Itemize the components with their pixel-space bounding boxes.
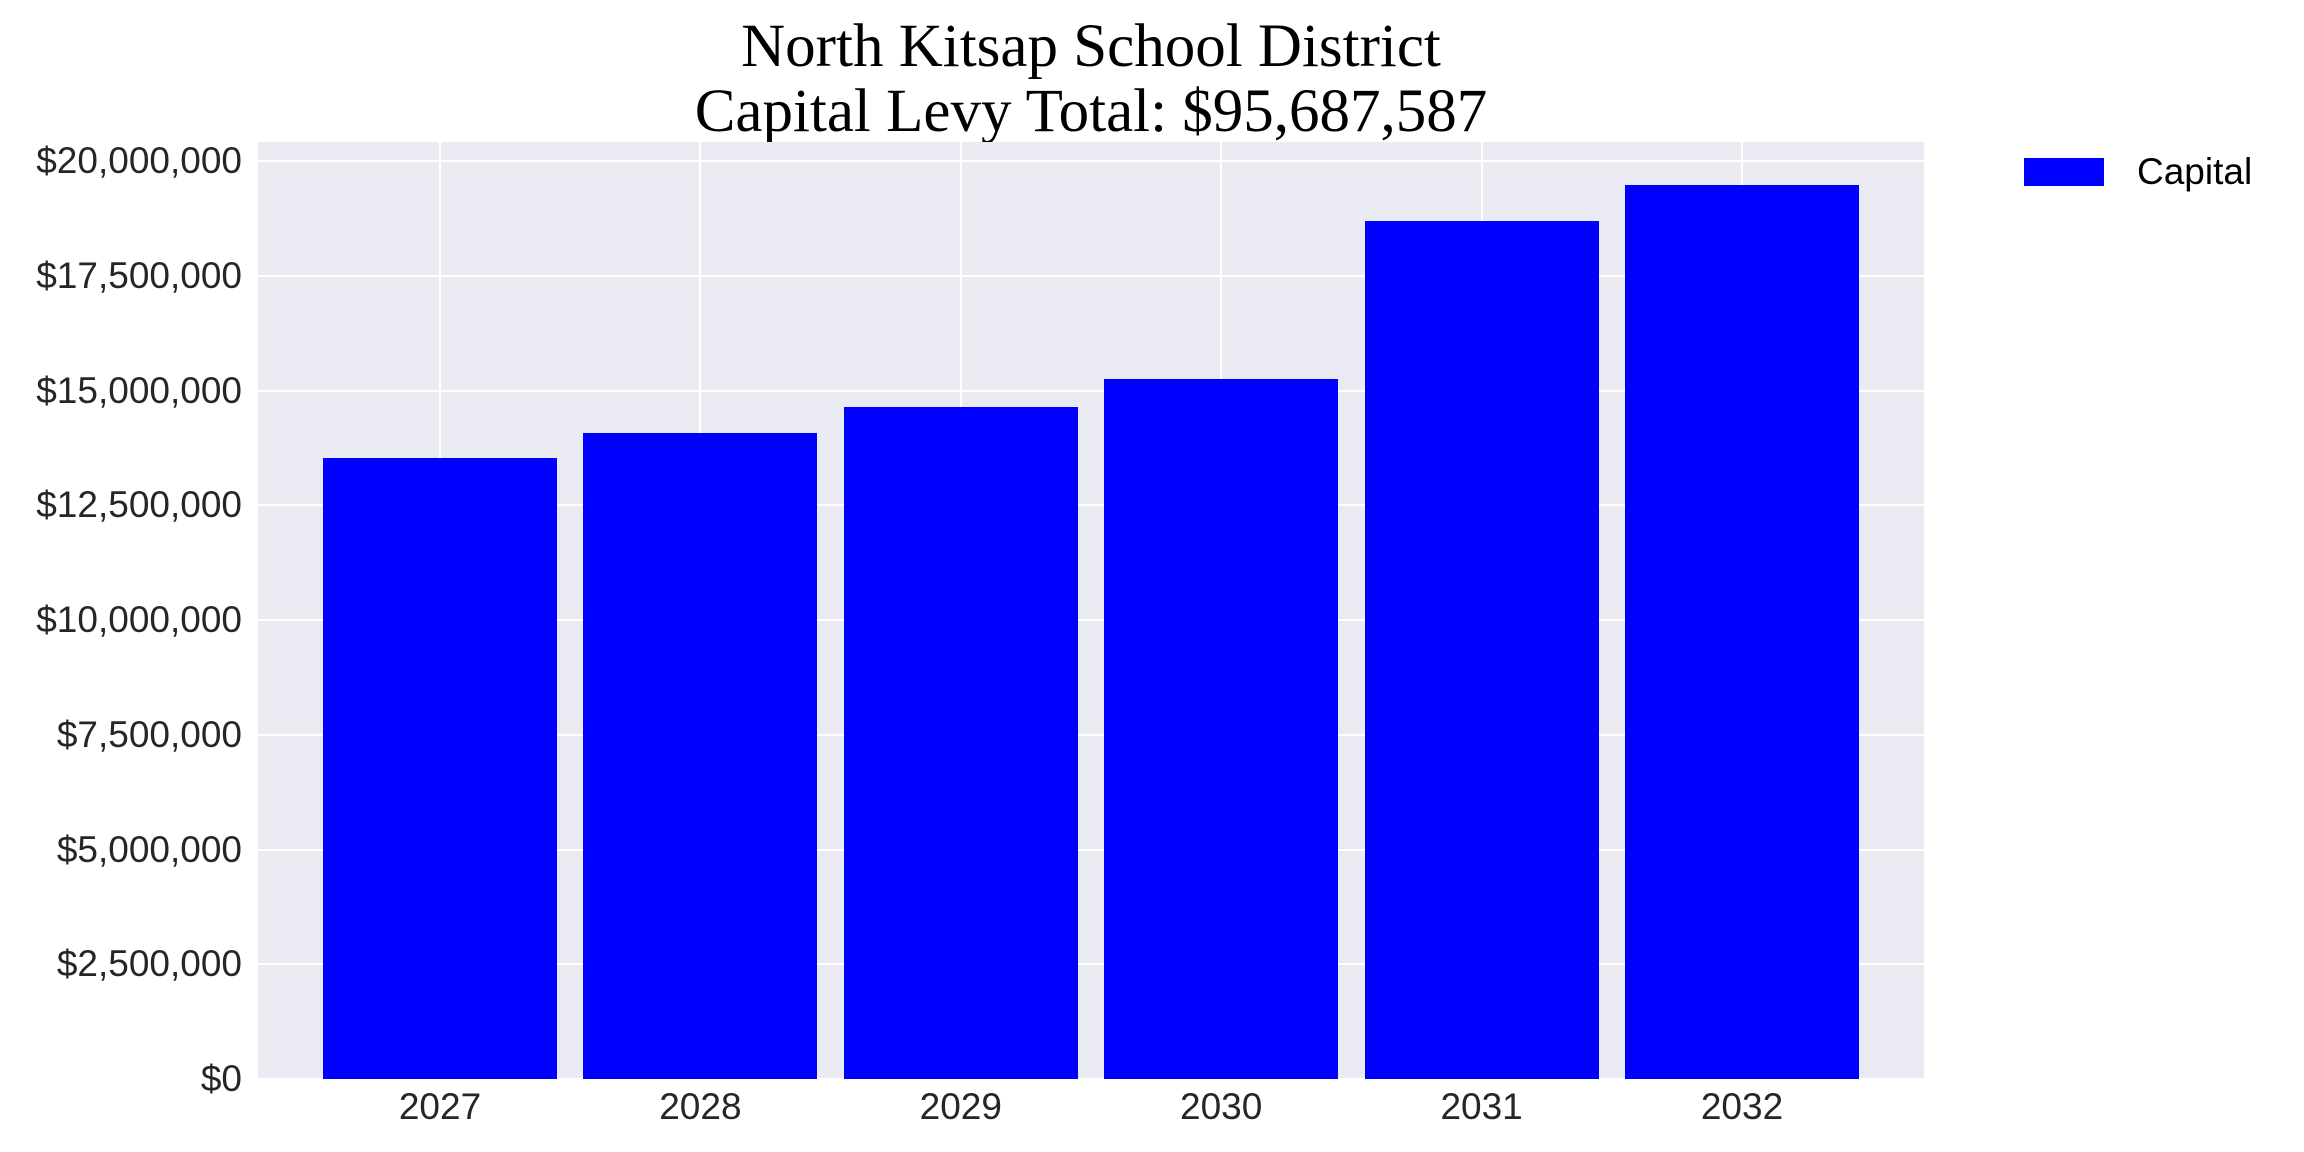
y-tick-label: $2,500,000 bbox=[56, 943, 242, 985]
legend-label-capital: Capital bbox=[2137, 151, 2253, 192]
legend-swatch-capital bbox=[2024, 158, 2104, 186]
y-gridline bbox=[258, 619, 1924, 621]
y-gridline bbox=[258, 1078, 1924, 1079]
x-tick-label: 2031 bbox=[1440, 1086, 1523, 1127]
y-gridline bbox=[258, 389, 1924, 392]
y-tick-label: $17,500,000 bbox=[36, 254, 242, 296]
x-tick-label: 2032 bbox=[1700, 1086, 1784, 1127]
y-gridline bbox=[258, 733, 1924, 736]
y-tick-label: $20,000,000 bbox=[36, 140, 242, 181]
x-tick-label: 2030 bbox=[1180, 1086, 1263, 1127]
x-tick-label: 2027 bbox=[398, 1086, 482, 1127]
chart-subtitle: Capital Levy Total: $95,687,587 bbox=[694, 78, 1488, 145]
y-gridline bbox=[258, 848, 1924, 851]
bar-2029 bbox=[843, 406, 1078, 1079]
y-gridline bbox=[258, 274, 1924, 277]
y-gridline bbox=[258, 160, 1924, 162]
x-tick-label: 2028 bbox=[659, 1086, 742, 1127]
y-tick-label: $12,500,000 bbox=[36, 484, 242, 526]
bar-2032 bbox=[1625, 184, 1859, 1079]
bar-2027 bbox=[323, 457, 557, 1079]
y-tick-label: $5,000,000 bbox=[56, 828, 242, 870]
bar-2031 bbox=[1364, 220, 1599, 1079]
bar-2028 bbox=[583, 432, 818, 1079]
y-tick-label: $7,500,000 bbox=[56, 713, 242, 755]
plot-area bbox=[258, 142, 1924, 1079]
chart-title: North Kitsap School District bbox=[741, 13, 1441, 80]
y-gridline bbox=[258, 963, 1924, 966]
y-tick-label: $0 bbox=[200, 1058, 242, 1099]
y-tick-label: $10,000,000 bbox=[36, 599, 242, 640]
x-tick-label: 2029 bbox=[919, 1086, 1002, 1127]
y-tick-label: $15,000,000 bbox=[36, 369, 242, 411]
bar-2030 bbox=[1104, 379, 1339, 1079]
y-gridline bbox=[258, 504, 1924, 507]
